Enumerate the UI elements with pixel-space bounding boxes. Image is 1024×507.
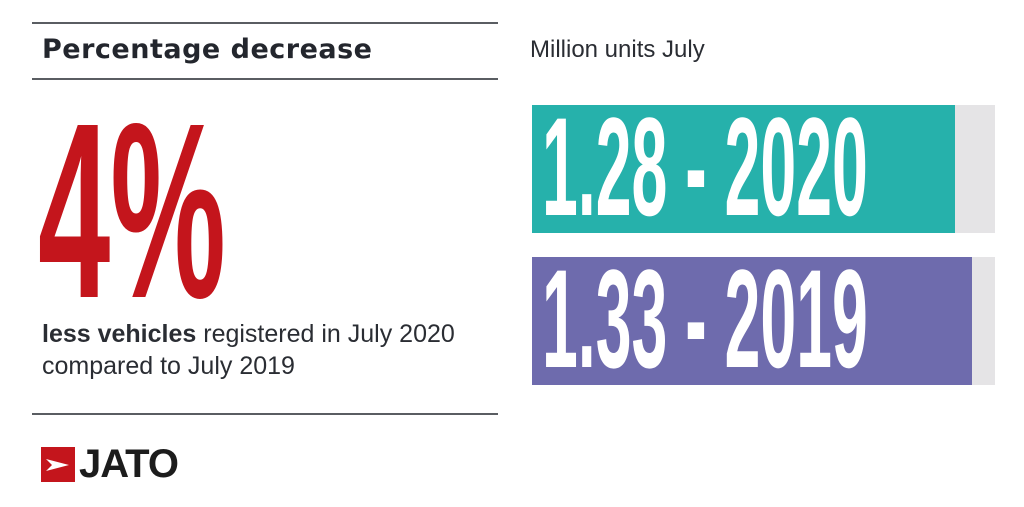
caption-line2: compared to July 2019	[42, 352, 295, 380]
caption-bold: less vehicles	[42, 320, 197, 348]
bar-label-2020: 1.28 - 2020	[542, 88, 868, 245]
bar-track-2020: 1.28 - 2020	[532, 97, 995, 237]
caption: less vehicles registered in July 2020 co…	[42, 318, 455, 382]
logo-text: JATO	[79, 442, 179, 486]
top-rule	[32, 22, 498, 24]
percentage-value: 4%	[38, 71, 226, 350]
caption-rest: registered in July 2020	[196, 320, 455, 348]
bar-label-2019: 1.33 - 2019	[542, 240, 868, 397]
jato-logo: JATO	[41, 442, 179, 486]
bar-2020	[532, 105, 956, 233]
chart-title: Million units July	[530, 36, 705, 63]
logo-arrow-icon	[41, 446, 75, 482]
bar-2019	[532, 257, 972, 385]
bar-track-2019: 1.33 - 2019	[532, 249, 995, 389]
panel-title: Percentage decrease	[42, 34, 373, 65]
bottom-rule	[32, 413, 498, 415]
title-rule	[32, 78, 498, 80]
